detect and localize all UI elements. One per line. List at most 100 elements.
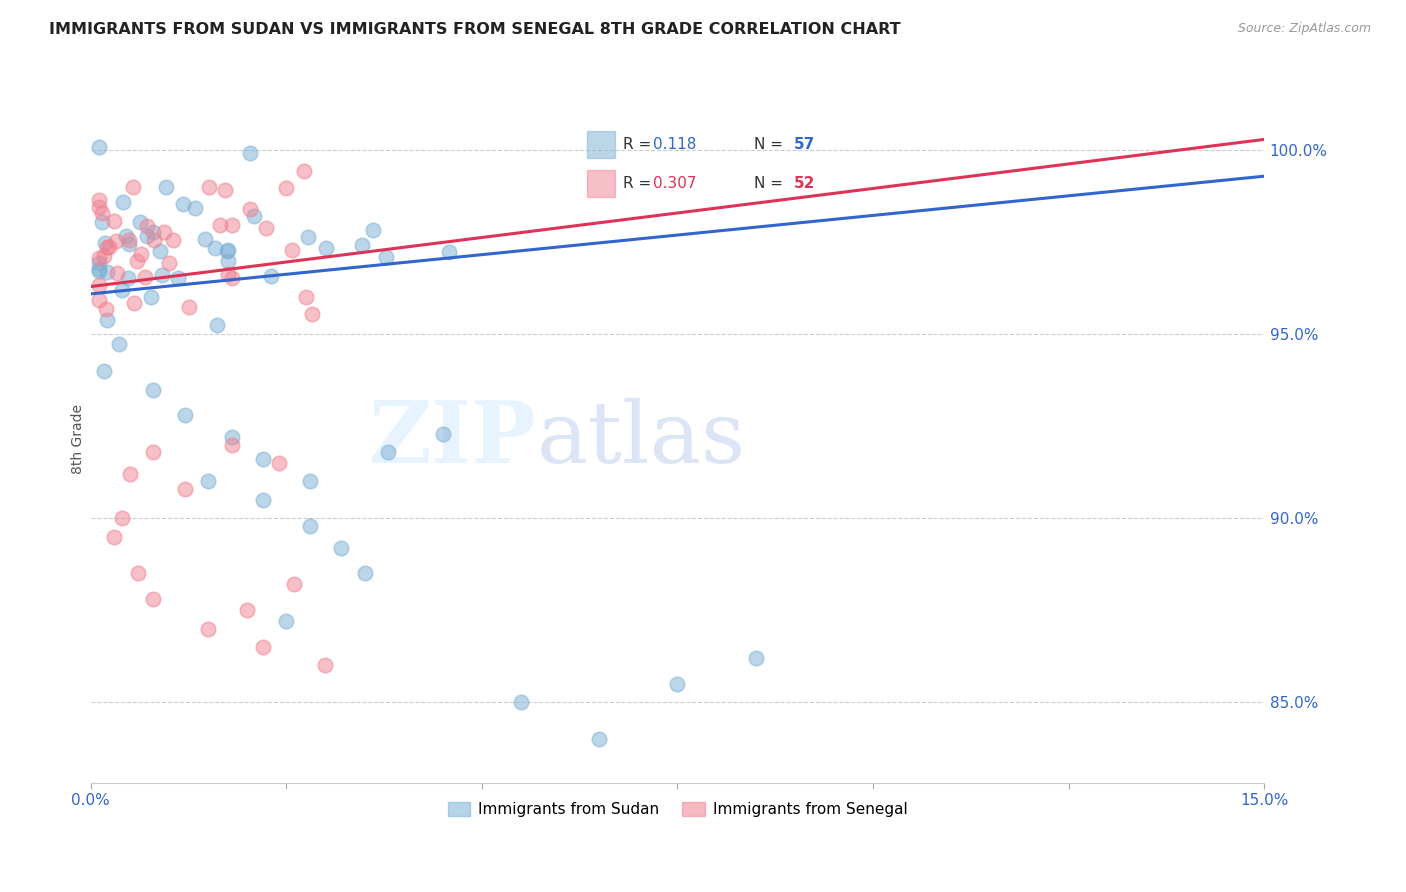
Point bbox=[243, 209, 266, 223]
Point bbox=[87, 193, 110, 207]
Point bbox=[217, 243, 239, 257]
Point bbox=[215, 244, 238, 259]
Point bbox=[93, 364, 115, 378]
Point bbox=[214, 183, 236, 197]
Point bbox=[94, 301, 117, 316]
Point bbox=[295, 290, 318, 304]
Point bbox=[98, 240, 121, 254]
Point bbox=[239, 202, 262, 216]
Point bbox=[117, 270, 139, 285]
Point bbox=[104, 234, 127, 248]
Point bbox=[432, 426, 454, 441]
Point bbox=[375, 250, 398, 264]
Point bbox=[167, 270, 190, 285]
Point bbox=[197, 475, 219, 489]
Point bbox=[127, 566, 149, 581]
Point bbox=[87, 140, 110, 154]
Point bbox=[87, 256, 110, 270]
Point bbox=[315, 241, 337, 255]
Point bbox=[142, 383, 165, 397]
Point bbox=[103, 530, 125, 544]
Point bbox=[87, 262, 110, 277]
Point bbox=[744, 651, 766, 665]
Point bbox=[298, 518, 321, 533]
Point bbox=[239, 145, 262, 160]
Point bbox=[121, 180, 143, 194]
Point bbox=[217, 267, 239, 281]
Point bbox=[111, 511, 134, 525]
Point bbox=[125, 254, 148, 268]
Point bbox=[281, 243, 304, 257]
Point bbox=[666, 677, 689, 691]
Point bbox=[111, 194, 134, 209]
Point bbox=[96, 240, 118, 254]
Point bbox=[108, 337, 131, 351]
Point bbox=[197, 622, 219, 636]
Point bbox=[173, 409, 195, 423]
Point bbox=[217, 254, 239, 268]
Point bbox=[139, 290, 162, 304]
Point bbox=[118, 236, 141, 251]
Point bbox=[152, 268, 174, 282]
Point bbox=[350, 237, 373, 252]
Point bbox=[96, 265, 118, 279]
Point bbox=[128, 214, 150, 228]
Point bbox=[149, 244, 172, 258]
Point bbox=[283, 577, 305, 591]
Point bbox=[221, 219, 243, 233]
Point bbox=[162, 233, 184, 247]
Point bbox=[91, 205, 114, 219]
Point bbox=[276, 614, 298, 628]
Point bbox=[361, 223, 384, 237]
Point bbox=[198, 179, 221, 194]
Point bbox=[155, 180, 177, 194]
Point bbox=[172, 197, 194, 211]
Point bbox=[124, 296, 146, 310]
Point bbox=[267, 456, 290, 470]
Point bbox=[87, 293, 110, 308]
Point bbox=[353, 566, 375, 581]
Point bbox=[204, 241, 226, 255]
Point bbox=[254, 221, 277, 235]
Point bbox=[87, 200, 110, 214]
Text: Source: ZipAtlas.com: Source: ZipAtlas.com bbox=[1237, 22, 1371, 36]
Point bbox=[377, 445, 399, 459]
Text: atlas: atlas bbox=[537, 398, 745, 481]
Point bbox=[330, 541, 353, 555]
Point bbox=[142, 592, 165, 607]
Point bbox=[87, 264, 110, 278]
Point bbox=[439, 245, 461, 260]
Point bbox=[208, 218, 231, 232]
Point bbox=[252, 640, 274, 654]
Point bbox=[588, 731, 610, 746]
Point bbox=[87, 251, 110, 265]
Y-axis label: 8th Grade: 8th Grade bbox=[72, 404, 86, 475]
Point bbox=[221, 271, 243, 285]
Point bbox=[157, 256, 180, 270]
Point bbox=[142, 225, 165, 239]
Point bbox=[510, 695, 533, 709]
Point bbox=[118, 467, 141, 482]
Point bbox=[177, 300, 200, 314]
Point bbox=[87, 277, 110, 292]
Point bbox=[114, 228, 136, 243]
Point bbox=[103, 214, 125, 228]
Point bbox=[142, 445, 165, 459]
Point bbox=[184, 201, 207, 215]
Point bbox=[252, 492, 274, 507]
Point bbox=[292, 164, 315, 178]
Point bbox=[221, 430, 243, 444]
Point bbox=[153, 225, 176, 239]
Text: ZIP: ZIP bbox=[368, 397, 537, 481]
Point bbox=[298, 475, 321, 489]
Point bbox=[105, 266, 128, 280]
Point bbox=[93, 235, 115, 250]
Point bbox=[134, 269, 156, 284]
Point bbox=[136, 229, 159, 244]
Point bbox=[143, 234, 166, 248]
Point bbox=[236, 603, 259, 617]
Text: IMMIGRANTS FROM SUDAN VS IMMIGRANTS FROM SENEGAL 8TH GRADE CORRELATION CHART: IMMIGRANTS FROM SUDAN VS IMMIGRANTS FROM… bbox=[49, 22, 901, 37]
Point bbox=[93, 249, 115, 263]
Point bbox=[207, 318, 229, 332]
Point bbox=[91, 215, 114, 229]
